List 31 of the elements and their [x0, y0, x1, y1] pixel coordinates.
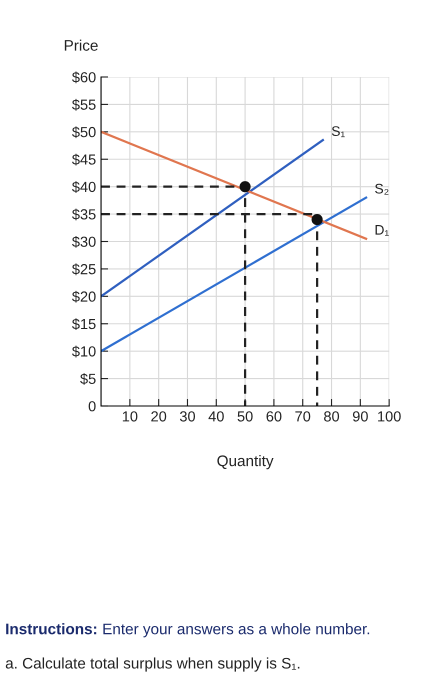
text: a. Calculate total surplus when supply is S₁.	[6, 657, 300, 672]
x-tick-label: 20	[151, 411, 166, 422]
y-tick-label: $15	[72, 318, 96, 330]
y-tick-label: $45	[72, 154, 96, 166]
series-label: D₁	[376, 225, 389, 236]
y-tick-label: $10	[72, 346, 96, 358]
x-tick-label: 40	[208, 411, 224, 422]
y-tick-label: $60	[72, 71, 96, 84]
x-tick-label: 80	[324, 411, 340, 422]
y-tick-label: $30	[72, 236, 96, 248]
x-tick-label: 100	[378, 411, 401, 422]
y-tick-label: $20	[72, 290, 96, 303]
y-tick-label: $5	[80, 373, 96, 385]
y-tick-label: $25	[72, 263, 96, 276]
y-tick-label: 0	[88, 401, 96, 412]
x-tick-label: 90	[352, 411, 368, 422]
x-tick-label: 10	[122, 411, 138, 422]
series-label: S₂	[375, 184, 388, 195]
y-tick-label: $50	[72, 126, 96, 138]
x-tick-label: 50	[238, 411, 253, 422]
x-axis-title: Quantity	[217, 455, 274, 470]
x-tick-label: 60	[266, 411, 282, 422]
x-tick-label: 30	[180, 411, 196, 422]
text: Instructions:	[6, 623, 96, 634]
text: Enter your answers as a whole number.	[103, 623, 370, 638]
series-label: S₁	[332, 126, 345, 138]
y-axis-title: Price	[64, 40, 98, 51]
y-tick-label: $40	[72, 181, 96, 193]
y-tick-label: $55	[72, 98, 96, 111]
y-tick-label: $35	[72, 208, 96, 220]
x-tick-label: 70	[295, 411, 310, 422]
